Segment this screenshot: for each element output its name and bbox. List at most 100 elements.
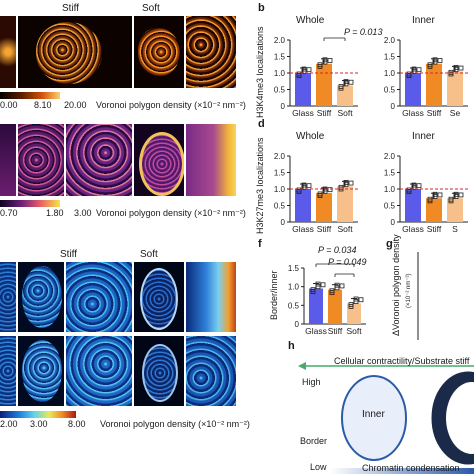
micrograph-tile <box>186 336 236 406</box>
label-chromatin-condensation: Chromatin condensation <box>362 463 460 473</box>
y-tick-label: 2.0 <box>274 36 286 45</box>
chart-d-inner: 0 0.5 1.0 1.5 2.0 Glass Stiff S <box>384 152 468 234</box>
x-tick-label: Glass <box>402 108 424 118</box>
data-point <box>306 183 312 189</box>
data-point <box>327 58 333 63</box>
diagram-h <box>298 362 474 474</box>
colorbar-row2 <box>0 200 60 207</box>
x-tick-label: Glass <box>402 224 424 234</box>
data-point <box>343 79 349 84</box>
data-point <box>453 191 459 197</box>
data-point <box>317 62 323 68</box>
panel-letter-b: b <box>258 2 265 14</box>
y-tick-label: 0 <box>391 218 396 227</box>
x-tick-label: Stiff <box>328 326 343 336</box>
data-point <box>322 57 328 63</box>
x-tick-label: Stiff <box>317 224 332 234</box>
x-tick-label: Stiff <box>427 108 442 118</box>
ylabel-g: ΔVoronoi polygon density <box>391 234 401 336</box>
x-tick-label: Glass <box>292 224 314 234</box>
x-tick-label: Se <box>450 108 461 118</box>
x-tick-label: Stiff <box>317 108 332 118</box>
panel-letter-h: h <box>288 340 295 352</box>
data-point <box>296 187 302 193</box>
colorbar-tick: 3.00 <box>74 208 92 218</box>
y-tick-label: 1.0 <box>274 185 286 194</box>
colorbar-label: Voronoi polygon density (×10⁻² nm⁻²) <box>100 419 250 429</box>
micrograph-tile <box>186 16 236 88</box>
y-tick-label: 2.0 <box>384 36 396 45</box>
colorbar-label: Voronoi polygon density (×10⁻² nm⁻²) <box>96 208 246 218</box>
row3-header-soft: Soft <box>140 249 158 260</box>
label-inner: Inner <box>362 409 385 420</box>
bar-soft <box>337 186 353 222</box>
colorbar-tick: 0.00 <box>0 100 18 110</box>
micrograph-tile <box>18 16 132 88</box>
data-point <box>416 67 422 73</box>
y-tick-label: 1.0 <box>274 69 286 78</box>
data-point <box>334 285 340 291</box>
chart-title-d-whole: Whole <box>296 131 325 142</box>
row1-header-soft: Soft <box>142 3 160 14</box>
data-point <box>411 66 417 72</box>
data-point <box>437 58 443 63</box>
data-point <box>296 71 302 77</box>
colorbar-tick: 1.80 <box>46 208 64 218</box>
micrograph-tile <box>134 16 184 88</box>
y-tick-label: 1.5 <box>384 53 396 62</box>
data-point <box>427 196 433 202</box>
chart-f-plot: 0 0.5 1.0 1.5 Glass Stiff Soft <box>288 263 366 336</box>
data-point <box>437 192 443 198</box>
data-point <box>358 297 364 303</box>
top-arrow-head <box>298 362 306 370</box>
data-point <box>432 57 438 63</box>
data-point <box>406 71 412 77</box>
data-point <box>406 187 412 193</box>
chart-b-inner: 0 0.5 1.0 1.5 2.0 Glass Stiff Se <box>384 36 468 118</box>
data-point <box>320 282 326 288</box>
colorbar-tick: 2.00 <box>0 419 18 429</box>
y-tick-label: 1.5 <box>274 169 286 178</box>
data-point <box>315 284 321 290</box>
y-tick-label: 0 <box>391 102 396 111</box>
data-point <box>348 302 354 307</box>
panel-letter-d: d <box>258 118 265 130</box>
y-tick-label: 0.5 <box>274 202 286 211</box>
y-tick-label: 1.5 <box>274 53 286 62</box>
colorbar-label: Voronoi polygon density (×10⁻² nm⁻²) <box>96 100 246 110</box>
micrograph-tile <box>0 336 16 406</box>
data-point <box>338 84 344 89</box>
x-tick-label: S <box>452 224 458 234</box>
data-point <box>301 182 307 188</box>
bar-se <box>447 71 463 106</box>
data-point <box>339 283 345 289</box>
chart-g-axis <box>417 252 419 340</box>
y-tick-label: 1.5 <box>384 169 396 178</box>
row3-header-stiff: Stiff <box>60 249 78 260</box>
y-tick-label: 1.5 <box>288 264 300 273</box>
chart-title-b-whole: Whole <box>296 15 325 26</box>
ylabel-f: Border/inner <box>269 270 279 320</box>
bar-glass <box>405 73 421 106</box>
nucleus-high-inner <box>446 382 474 454</box>
colorbar-row1 <box>0 92 60 99</box>
bar-glass <box>309 288 323 324</box>
data-point <box>353 299 359 304</box>
chart-f: 0 0.5 1.0 1.5 Glass Stiff Soft <box>288 263 366 336</box>
data-point <box>411 182 417 188</box>
pvalue-f-2: P = 0.049 <box>328 257 367 267</box>
bar-glass <box>295 189 311 222</box>
y-tick-label: 0.5 <box>288 301 300 310</box>
nucleus-low <box>341 375 407 461</box>
micrograph-tile <box>66 124 132 196</box>
micrograph-tile <box>186 262 236 332</box>
y-tick-label: 0.5 <box>384 202 396 211</box>
y-tick-label: 0 <box>281 218 286 227</box>
bar-stiff <box>426 63 442 106</box>
x-tick-label: Glass <box>305 326 327 336</box>
micrograph-tile <box>66 262 132 332</box>
colorbar-tick: 8.00 <box>68 419 86 429</box>
y-tick-label: 2.0 <box>274 152 286 161</box>
colorbar-tick: 0.70 <box>0 208 18 218</box>
